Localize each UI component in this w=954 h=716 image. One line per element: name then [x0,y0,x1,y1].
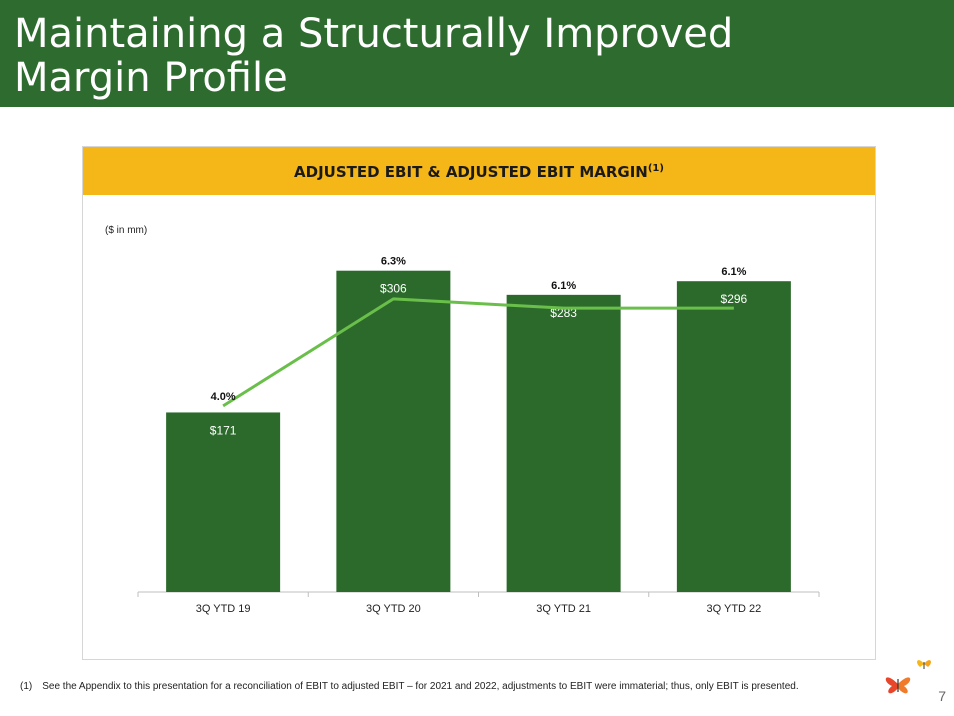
title-bar: Maintaining a Structurally Improved Marg… [0,0,954,107]
chart-title-superscript: (1) [647,163,664,174]
unit-label: ($ in mm) [105,225,147,236]
chart-title-text: ADJUSTED EBIT & ADJUSTED EBIT MARGIN [294,163,648,181]
category-label: 3Q YTD 20 [366,603,421,615]
category-label: 3Q YTD 19 [196,603,251,615]
chart-panel: ADJUSTED EBIT & ADJUSTED EBIT MARGIN(1) … [82,146,876,660]
chart-header: ADJUSTED EBIT & ADJUSTED EBIT MARGIN(1) [83,147,875,195]
footnote: (1) See the Appendix to this presentation… [20,681,880,692]
bar-value-label: $296 [721,292,748,306]
category-label: 3Q YTD 21 [536,603,591,615]
margin-value-label: 6.1% [721,266,746,278]
bar-3q-ytd-22 [676,281,791,592]
chart-title: ADJUSTED EBIT & ADJUSTED EBIT MARGIN(1) [83,163,875,181]
margin-value-label: 4.0% [211,391,236,403]
bar-3q-ytd-21 [506,294,621,592]
margin-value-label: 6.1% [551,280,576,292]
bar-value-label: $171 [210,423,237,437]
slide-title-line-2: Margin Profile [14,55,288,101]
footnote-marker: (1) [20,681,33,692]
butterfly-logo-icon [885,660,931,694]
slide-title-line-1: Maintaining a Structurally Improved [14,11,734,57]
margin-value-label: 6.3% [381,256,406,268]
category-label: 3Q YTD 22 [706,603,761,615]
footnote-text: See the Appendix to this presentation fo… [42,681,799,692]
margin-line [222,297,734,408]
bar-value-label: $306 [380,282,407,296]
slide-title: Maintaining a Structurally Improved Marg… [14,12,914,100]
bar-3q-ytd-20 [336,270,451,592]
bar-3q-ytd-19 [166,412,281,592]
page-number: 7 [938,688,946,704]
